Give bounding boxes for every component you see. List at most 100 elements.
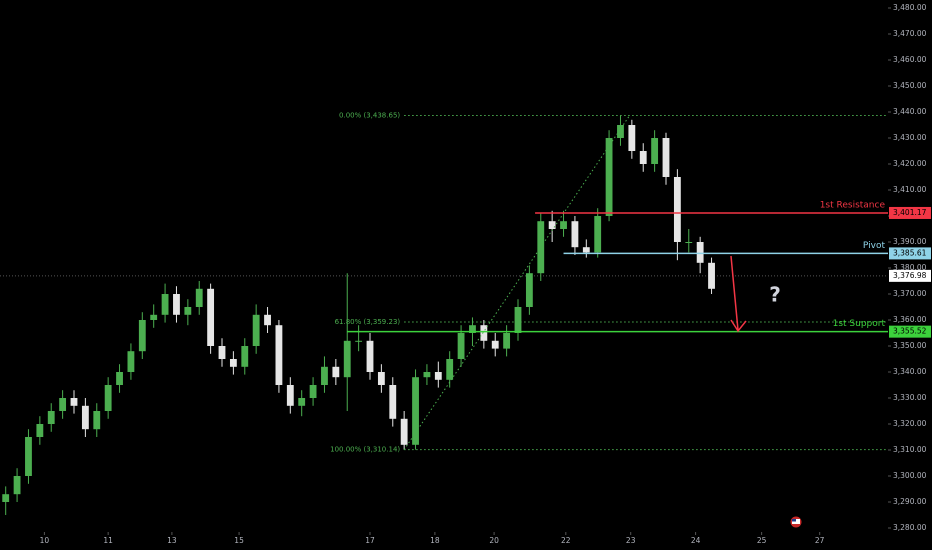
- fib-level-label: 0.00% (3,438.65): [339, 112, 400, 120]
- candle-body: [104, 384, 112, 411]
- candle-body: [127, 351, 135, 372]
- candle-body: [685, 242, 693, 244]
- candle-body: [161, 294, 169, 315]
- candle-body: [457, 333, 465, 359]
- y-tick-label: 3,460.00: [893, 55, 927, 64]
- candle-body: [423, 371, 431, 378]
- last-price-label: 3,376.98: [893, 271, 927, 280]
- candle-body: [662, 138, 670, 178]
- projection-arrow: [730, 255, 747, 333]
- candle-layer: [2, 115, 715, 515]
- level-name: 1st Support: [833, 319, 886, 329]
- x-tick-label: 22: [561, 536, 571, 545]
- candle-body: [218, 346, 226, 359]
- candle-body: [70, 397, 78, 406]
- y-tick-label: 3,300.00: [893, 471, 927, 480]
- x-tick-label: 25: [757, 536, 767, 545]
- candle-body: [184, 307, 192, 315]
- level-price-label: 3,385.61: [893, 248, 927, 257]
- x-tick-label: 20: [489, 536, 499, 545]
- candle-body: [571, 221, 579, 248]
- x-tick-label: 18: [430, 536, 440, 545]
- x-tick-label: 11: [103, 536, 113, 545]
- y-tick-label: 3,350.00: [893, 341, 927, 350]
- candle-body: [469, 325, 476, 334]
- candle-body: [241, 346, 249, 367]
- level-name: Pivot: [863, 241, 886, 251]
- candle-body: [400, 418, 408, 445]
- y-tick-label: 3,450.00: [893, 81, 927, 90]
- candle-body: [377, 371, 385, 385]
- candle-body: [605, 138, 613, 217]
- y-tick-label: 3,390.00: [893, 237, 927, 246]
- candle-body: [696, 242, 704, 263]
- y-tick-label: 3,410.00: [893, 185, 927, 194]
- candle-body: [343, 340, 351, 378]
- candle-body: [93, 410, 101, 430]
- candle-body: [412, 377, 419, 445]
- y-tick-label: 3,360.00: [893, 315, 927, 324]
- event-flag: [790, 516, 802, 528]
- x-tick-label: 24: [691, 536, 701, 545]
- question-mark: ?: [769, 283, 781, 307]
- candle-body: [207, 288, 215, 347]
- y-tick-label: 3,290.00: [893, 497, 927, 506]
- x-tick-label: 23: [626, 536, 636, 545]
- fib-level-label: 61.80% (3,359.23): [335, 318, 401, 326]
- candle-body: [229, 358, 237, 367]
- x-tick-label: 10: [40, 536, 50, 545]
- candle-body: [446, 358, 454, 380]
- candle-body: [708, 262, 715, 289]
- last-price-box: [889, 269, 931, 282]
- level-price-label: 3,401.17: [893, 208, 927, 217]
- x-tick-label: 27: [815, 536, 825, 545]
- level-price-label: 3,355.52: [893, 327, 927, 336]
- level-price-box: [889, 206, 931, 219]
- candle-body: [25, 436, 32, 476]
- candle-body: [628, 125, 636, 152]
- candle-body: [252, 314, 260, 347]
- y-tick-label: 3,340.00: [893, 367, 927, 376]
- candle-body: [321, 366, 328, 385]
- level-name: 1st Resistance: [820, 200, 886, 210]
- candle-body: [673, 177, 681, 243]
- candle-body: [617, 125, 624, 139]
- candle-body: [366, 340, 374, 372]
- y-tick-label: 3,480.00: [893, 3, 927, 12]
- candle-body: [264, 314, 271, 326]
- candle-body: [309, 384, 317, 398]
- y-tick-label: 3,420.00: [893, 159, 927, 168]
- x-tick-label: 13: [167, 536, 177, 545]
- x-tick-label: 17: [365, 536, 375, 545]
- y-tick-label: 3,320.00: [893, 419, 927, 428]
- y-tick-label: 3,370.00: [893, 289, 927, 298]
- y-tick-label: 3,330.00: [893, 393, 927, 402]
- candle-body: [651, 138, 659, 165]
- candle-body: [47, 410, 55, 424]
- candle-body: [480, 325, 488, 341]
- candle-body: [639, 151, 647, 165]
- candle-body: [582, 247, 590, 253]
- candle-body: [389, 384, 397, 419]
- y-tick-label: 3,380.00: [893, 263, 927, 272]
- x-tick-label: 15: [234, 536, 244, 545]
- candle-body: [594, 216, 602, 253]
- candle-body: [514, 307, 522, 334]
- candle-body: [173, 294, 180, 315]
- y-tick-label: 3,440.00: [893, 107, 927, 116]
- y-tick-label: 3,430.00: [893, 133, 927, 142]
- candle-body: [525, 273, 533, 308]
- candle-body: [150, 314, 158, 321]
- y-tick-label: 3,310.00: [893, 445, 927, 454]
- y-tick-label: 3,470.00: [893, 29, 927, 38]
- candle-body: [138, 320, 146, 352]
- candle-body: [59, 397, 67, 411]
- candle-body: [503, 333, 511, 349]
- y-tick-label: 3,280.00: [893, 523, 927, 532]
- candle-body: [195, 288, 203, 308]
- candle-body: [36, 423, 44, 437]
- overlay-layer: 3,280.00 3,290.00 3,300.00 3,310.00 3,320.00…: [40, 3, 931, 545]
